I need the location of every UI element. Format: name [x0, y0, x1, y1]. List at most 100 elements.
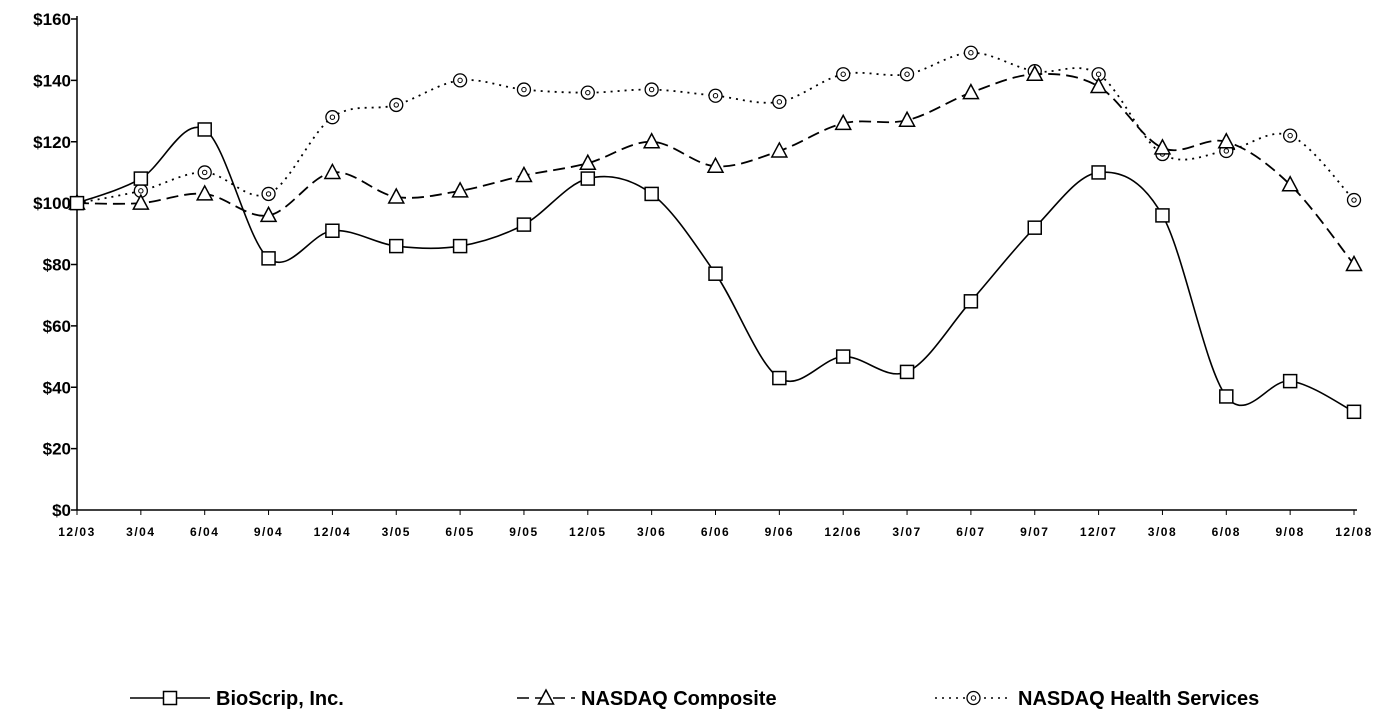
x-tick-label: 6/04 [190, 525, 219, 539]
y-tick-label: $40 [43, 378, 71, 397]
data-point [580, 171, 596, 186]
data-point [772, 370, 787, 386]
series-line [76, 51, 1355, 205]
data-point [834, 113, 852, 131]
x-tick-label: 9/07 [1020, 525, 1049, 539]
data-point [261, 251, 276, 266]
y-tick-label: $140 [33, 71, 71, 90]
data-point [323, 162, 342, 180]
data-point [898, 110, 916, 128]
x-tick-label: 12/05 [569, 525, 607, 539]
circle-marker-outer [1283, 128, 1298, 143]
series-line [76, 73, 1355, 266]
y-tick-label: $60 [43, 317, 71, 336]
series-triangle [68, 64, 1363, 272]
circle-marker-inner [840, 71, 846, 77]
data-point [451, 181, 469, 198]
data-point [772, 94, 787, 110]
y-tick-label: $100 [33, 194, 71, 213]
y-axis-ticks: $0 $20 $40 $60 $80 $100 $120 $140 $160 [33, 10, 77, 520]
x-tick-label: 3/05 [382, 525, 411, 539]
circle-marker-outer [899, 67, 915, 82]
data-point [579, 153, 597, 170]
data-point [387, 187, 406, 204]
circle-marker-inner [138, 188, 144, 194]
data-point [1153, 138, 1172, 155]
data-point [69, 195, 85, 211]
data-point [1091, 165, 1106, 180]
data-point [133, 171, 149, 186]
data-point [452, 73, 468, 88]
circle-marker-outer [963, 45, 979, 60]
data-point [580, 85, 595, 100]
data-point [1345, 254, 1363, 272]
data-point [195, 184, 214, 201]
circle-marker-outer [516, 82, 532, 97]
x-tick-label: 6/05 [445, 525, 474, 539]
data-point [708, 88, 723, 103]
circle-marker-outer [452, 73, 468, 88]
series-square [69, 122, 1362, 420]
data-point [644, 186, 659, 202]
data-point [708, 266, 723, 281]
x-tick-label: 9/08 [1275, 525, 1304, 539]
data-point [325, 223, 340, 238]
data-point [259, 205, 278, 223]
x-tick-label: 3/06 [637, 525, 666, 539]
legend-label: NASDAQ Health Services [1018, 688, 1259, 710]
data-point [1346, 192, 1362, 208]
circle-marker-inner [776, 99, 783, 105]
data-point [642, 132, 661, 149]
legend-item: NASDAQ Composite [517, 688, 777, 710]
legend-item: NASDAQ Health Services [935, 688, 1259, 710]
circle-marker-inner [457, 77, 463, 84]
circle-marker-outer [772, 94, 787, 110]
x-tick-label: 12/03 [58, 525, 96, 539]
circle-marker-inner [329, 114, 336, 120]
x-tick-label: 12/08 [1335, 525, 1373, 539]
circle-marker-inner [393, 102, 399, 108]
y-tick-label: $80 [43, 256, 71, 275]
x-tick-label: 6/08 [1212, 525, 1241, 539]
x-tick-label: 3/04 [126, 525, 155, 539]
x-tick-label: 9/04 [254, 525, 283, 539]
x-tick-label: 3/08 [1148, 525, 1177, 539]
data-point [962, 83, 980, 100]
x-tick-label: 12/04 [314, 525, 352, 539]
circle-marker-inner [202, 169, 208, 176]
y-tick-label: $0 [52, 501, 71, 520]
legend-item: BioScrip, Inc. [130, 688, 344, 710]
data-point [963, 294, 979, 309]
circle-marker-inner [712, 93, 719, 99]
data-point [1219, 389, 1234, 404]
circle-marker-outer [836, 67, 851, 82]
data-point [1155, 208, 1170, 223]
data-point [1346, 404, 1362, 420]
data-point [1283, 128, 1298, 143]
data-point [325, 110, 340, 125]
circle-marker-inner [265, 191, 272, 197]
y-tick-label: $20 [43, 440, 71, 459]
series-circle [69, 45, 1362, 211]
axes [76, 16, 1357, 511]
legend: BioScrip, Inc. NASDAQ Composite NASDAQ Hea… [130, 688, 1259, 710]
data-point [452, 238, 468, 254]
data-point [516, 217, 532, 232]
data-point [389, 238, 404, 254]
circle-marker-outer [966, 690, 981, 706]
circle-marker-inner [585, 89, 591, 96]
data-point [516, 82, 532, 97]
circle-marker-inner [970, 695, 977, 701]
x-tick-label: 9/05 [509, 525, 538, 539]
circle-marker-outer [197, 165, 212, 180]
data-point [1025, 64, 1044, 81]
data-point [132, 193, 150, 210]
data-point [770, 141, 789, 158]
circle-marker-outer [261, 186, 276, 202]
data-point [899, 67, 915, 82]
data-point [1281, 175, 1299, 192]
circle-marker-outer [580, 85, 595, 100]
data-point [835, 349, 851, 364]
data-point [261, 186, 276, 202]
